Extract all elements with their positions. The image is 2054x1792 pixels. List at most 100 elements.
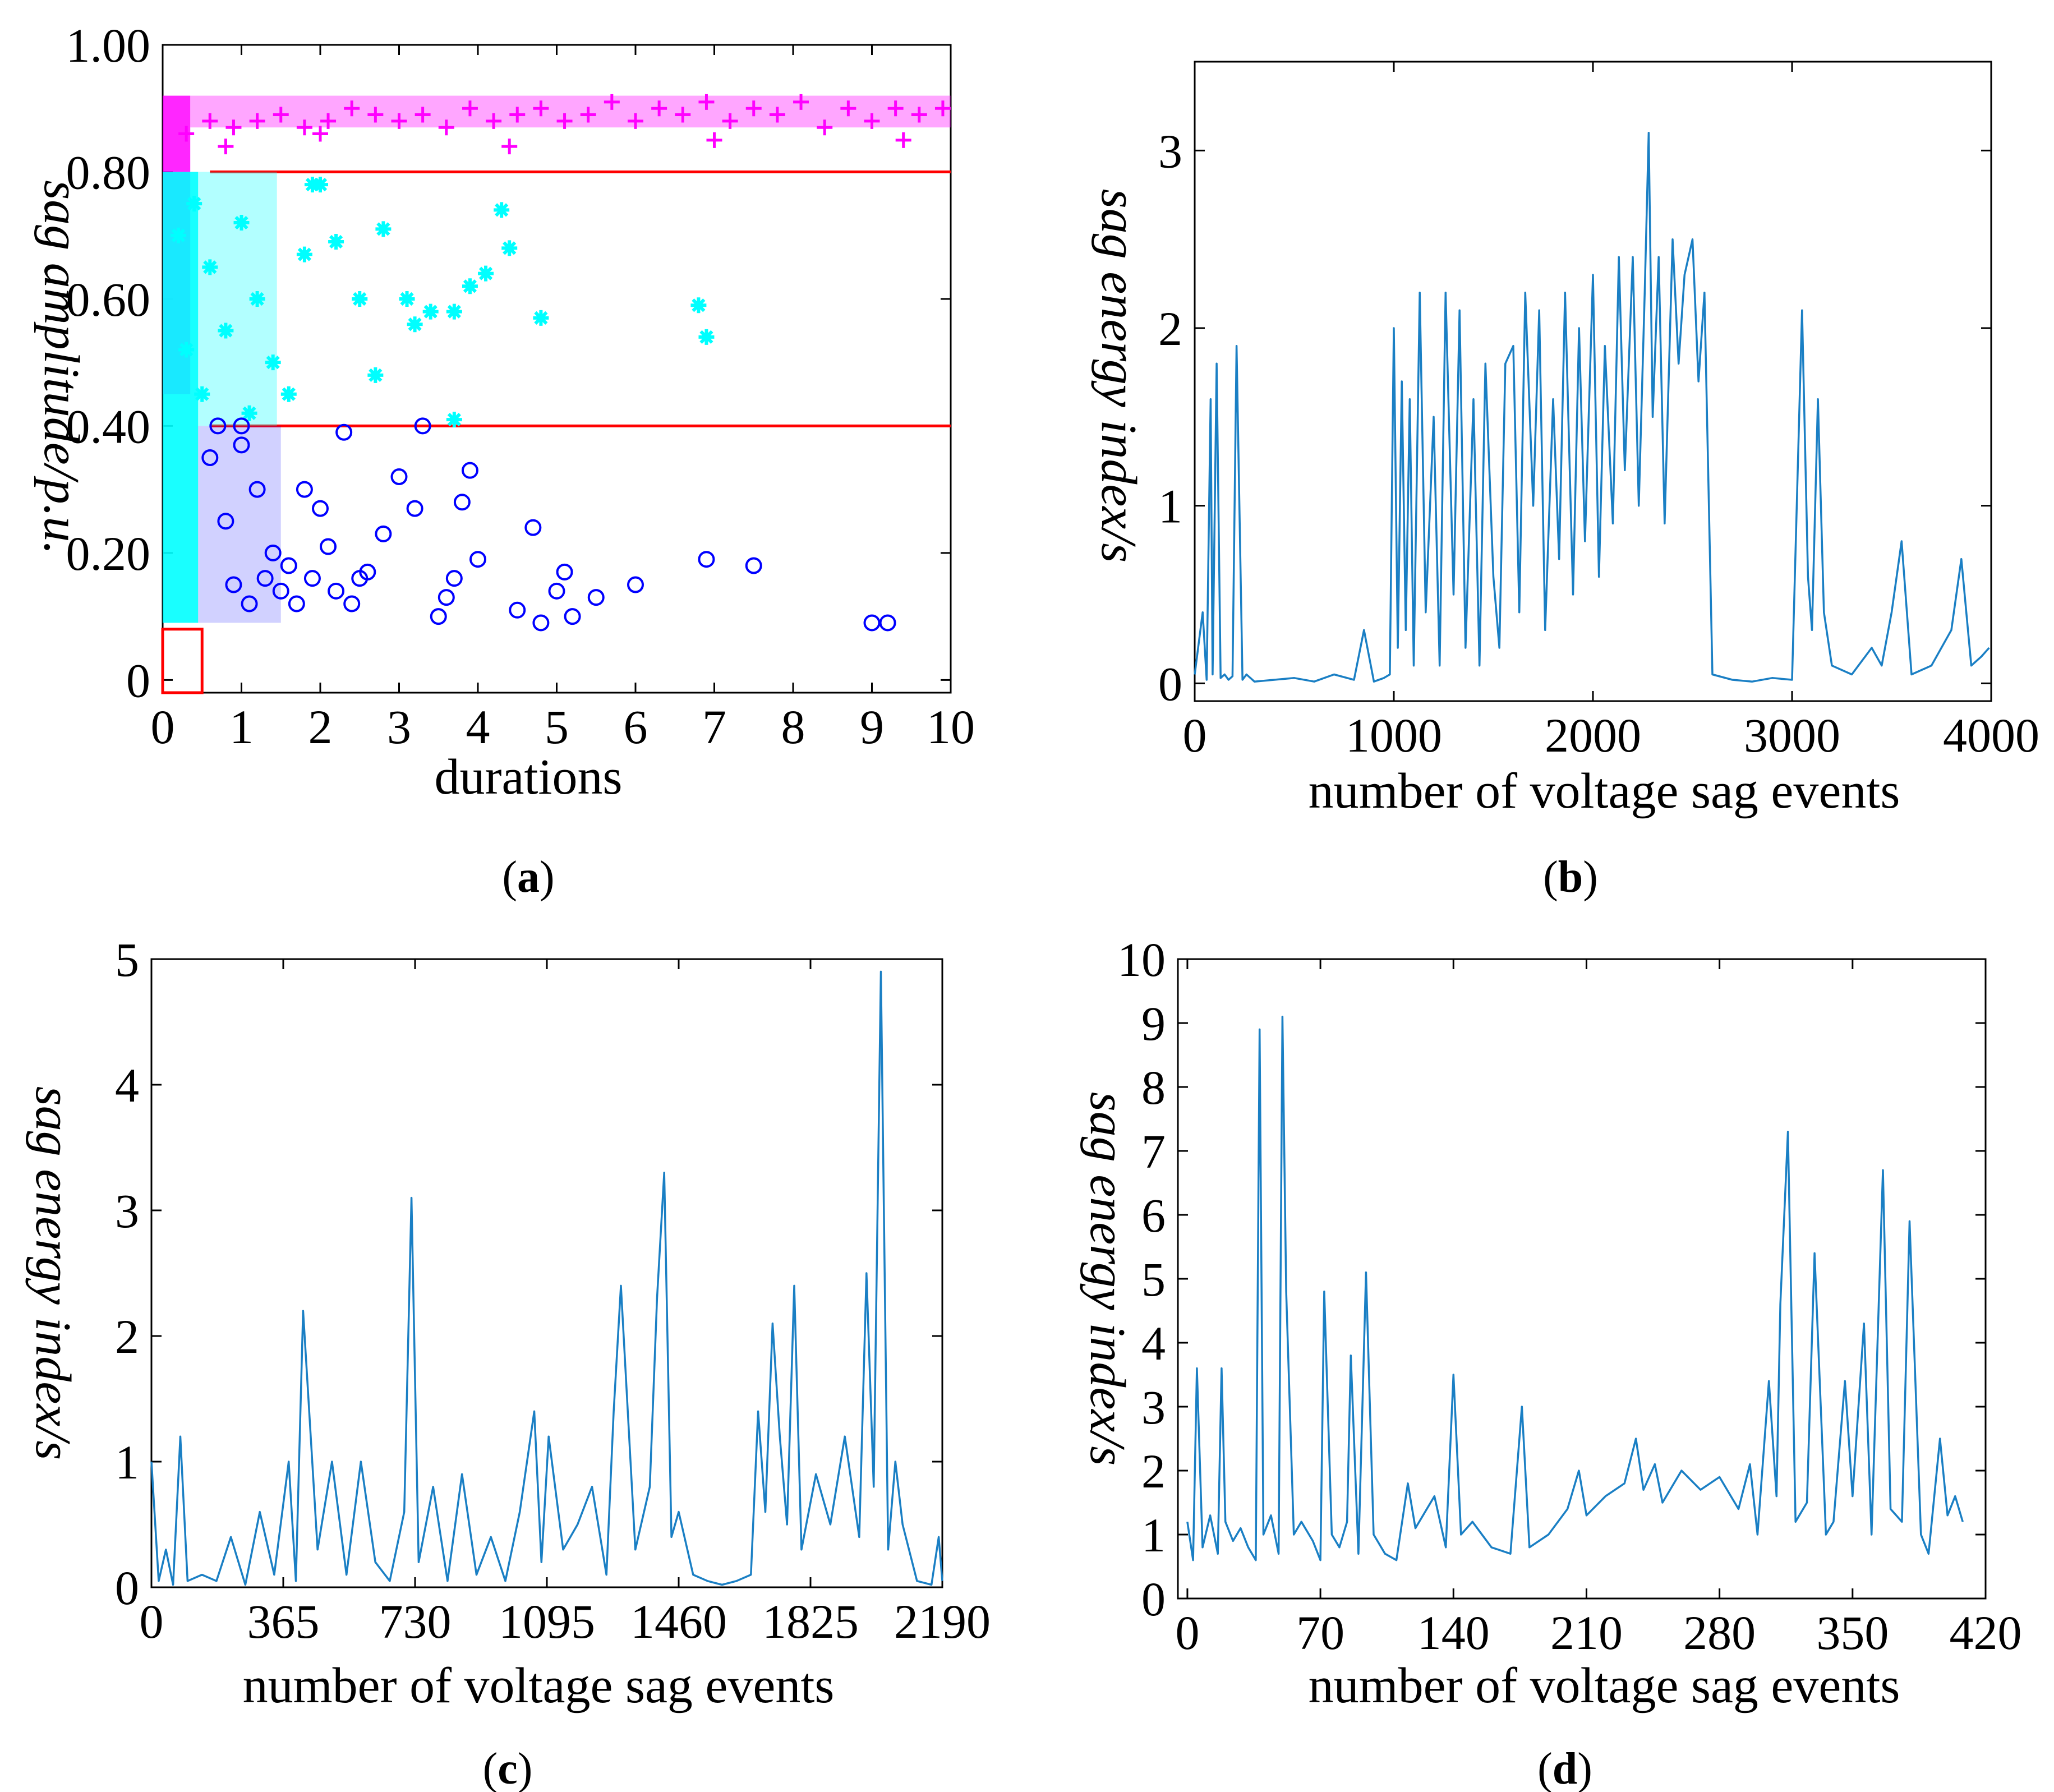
panel-c-plot-area — [150, 958, 943, 1588]
panel-a-plus-point — [367, 107, 384, 123]
panel-d-ytick-label: 10 — [1117, 933, 1166, 987]
panel-a-asterisk-point — [501, 240, 518, 256]
panel-b-ytick-label: 1 — [1158, 480, 1182, 533]
panel-c-caption-letter: c — [498, 1744, 518, 1792]
panel-d-xtick-label: 420 — [1950, 1606, 2022, 1660]
panel-a-circle-point — [437, 589, 455, 606]
panel-a-plus-point — [296, 119, 312, 136]
panel-a-circle-point — [745, 557, 762, 574]
panel-a-asterisk-point — [478, 265, 494, 282]
panel-b-plot-area — [1194, 61, 1992, 702]
panel-a-circle-point — [256, 570, 274, 587]
panel-d-xtick-label: 350 — [1816, 1606, 1889, 1660]
panel-b-series-line — [1194, 131, 1990, 683]
panel-b-ytick-label: 2 — [1158, 302, 1182, 356]
panel-a-circle-point — [627, 576, 644, 593]
panel-a-asterisk-point — [698, 329, 715, 345]
panel-a-asterisk-point — [446, 412, 462, 428]
panel-a-plus-point — [934, 100, 951, 117]
panel-a-plus-point — [722, 113, 738, 129]
panel-a-plus-point — [533, 100, 549, 117]
panel-a-circle-point — [548, 582, 565, 600]
panel-a-xtick-label: 9 — [860, 700, 884, 754]
panel-a-caption-letter: a — [517, 853, 540, 902]
panel-a-ylabel: sag amplitude/p.u. — [34, 180, 89, 555]
panel-c-ytick-label: 5 — [115, 933, 139, 987]
panel-b-xtick-label: 4000 — [1943, 708, 2039, 762]
panel-a-circle-point — [863, 614, 881, 632]
panel-d-ytick-label: 5 — [1141, 1252, 1166, 1306]
panel-c-xtick-label: 2190 — [894, 1595, 991, 1648]
panel-a-ytick-label: 0 — [126, 653, 150, 707]
panel-a-plus-point — [344, 100, 360, 117]
panel-c-ytick-label: 4 — [115, 1058, 139, 1112]
panel-a-asterisk-point — [233, 215, 250, 231]
panel-a-asterisk-point — [328, 234, 344, 250]
panel-b-marks — [1194, 131, 1990, 683]
panel-b-ytick-label: 0 — [1158, 657, 1182, 711]
panel-a-circle-point — [445, 570, 463, 587]
panel-c-xtick-label: 1460 — [630, 1595, 727, 1648]
panel-a-asterisk-point — [494, 202, 510, 218]
panel-a-plus-point — [769, 107, 785, 123]
panel-a-asterisk-point — [304, 177, 320, 193]
panel-a-circle-point — [233, 436, 250, 454]
panel-a-circle-point — [233, 417, 250, 435]
panel-d-caption-letter: d — [1553, 1744, 1578, 1792]
panel-b-ylabel: sag energy index/s — [1091, 189, 1146, 563]
panel-a-circle-point — [248, 481, 266, 498]
panel-a-circle-point — [225, 576, 242, 593]
panel-a-circle-point — [564, 608, 581, 625]
panel-a-plus-point — [604, 94, 620, 110]
panel-b-caption: (b) — [1543, 853, 1598, 902]
panel-d-ytick-label: 8 — [1141, 1061, 1166, 1114]
panel-d-ytick-label: 3 — [1141, 1380, 1166, 1434]
panel-b-xtick-label: 0 — [1183, 708, 1207, 762]
panel-a-circle-point — [241, 595, 258, 612]
panel-a-plus-point — [793, 94, 809, 110]
panel-a-plus-point — [887, 100, 904, 117]
panel-d-xtick-label: 210 — [1550, 1606, 1623, 1660]
panel-a-plus-point — [628, 113, 643, 129]
panel-a-xtick-label: 6 — [624, 700, 648, 754]
panel-a-asterisk-point — [446, 303, 462, 320]
panel-c-xtick-label: 0 — [140, 1595, 164, 1648]
panel-a-plus-point — [312, 126, 328, 142]
panel-a-asterisk-point — [399, 291, 415, 307]
panel-d-xtick-label: 70 — [1296, 1606, 1344, 1660]
panel-a-plus-point — [486, 113, 502, 129]
panel-a-plus-point — [706, 132, 722, 148]
panel-a-plus-point — [218, 139, 234, 155]
panel-c-xtick-label: 365 — [247, 1595, 320, 1648]
panel-a-asterisk-point — [171, 227, 187, 243]
panel-b-ytick-label: 3 — [1158, 124, 1182, 178]
panel-a-plus-point — [580, 107, 596, 123]
panel-d-series-line — [1186, 1015, 1964, 1561]
panel-a-asterisk-point — [265, 354, 281, 371]
panel-d-ytick-label: 6 — [1141, 1188, 1166, 1242]
panel-a-circle-point — [879, 614, 896, 632]
panel-d-ytick-label: 2 — [1141, 1444, 1166, 1498]
panel-a-circle-point — [351, 570, 369, 587]
panel-a-ytick-label: 1.00 — [66, 19, 151, 72]
panel-a-plus-point — [391, 113, 407, 129]
panel-a-xtick-label: 5 — [545, 700, 569, 754]
panel-b-ticks: 0 1000 2000 3000 4000 0 1 2 3 — [1158, 62, 2039, 762]
panel-a-plus-point — [911, 107, 927, 123]
panel-a-circle-point — [209, 417, 227, 435]
panel-b-xlabel: number of voltage sag events — [1309, 763, 1900, 819]
panel-a-marks — [161, 94, 951, 694]
panel-b-xtick-label: 2000 — [1545, 708, 1641, 762]
panel-a-asterisk-point — [352, 291, 368, 307]
panel-a-circle-point — [524, 519, 542, 536]
panel-b-xtick-label: 1000 — [1346, 708, 1442, 762]
panel-c-ylabel: sag energy index/s — [25, 1086, 81, 1460]
panel-a-plus-point — [840, 100, 856, 117]
panel-a-plus-point — [462, 100, 478, 117]
panel-a-plus-point — [556, 113, 573, 129]
panel-c-series-line — [150, 970, 943, 1586]
panel-c-ytick-label: 2 — [115, 1310, 139, 1363]
panel-d-xtick-label: 140 — [1417, 1606, 1490, 1660]
panel-a-asterisk-point — [218, 323, 234, 339]
panel-a-circle-point — [296, 481, 313, 498]
